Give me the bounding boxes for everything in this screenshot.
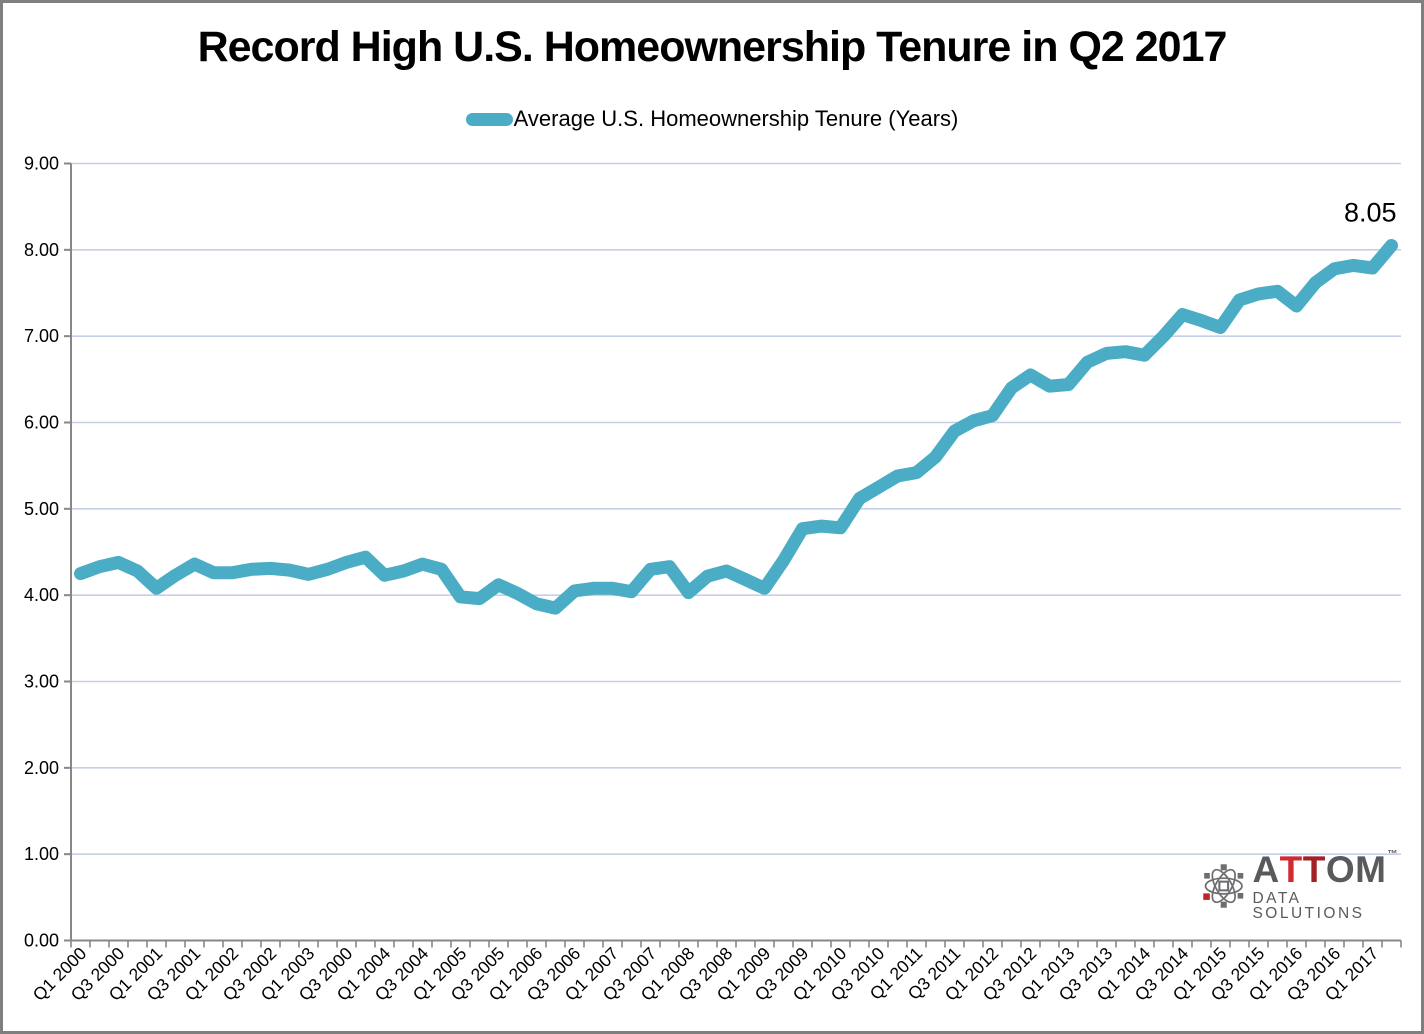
- y-axis-tick-label: 7.00: [24, 326, 59, 346]
- logo-trademark: ™: [1387, 848, 1398, 860]
- plot-area: 0.00 1.00 2.00 3.00 4.00 5.00 6.00 7.00 8.00 9.00…: [24, 154, 1402, 1005]
- attom-atom-icon: [1203, 864, 1244, 908]
- logo-letters-om: OM: [1325, 848, 1387, 890]
- legend-line-swatch: [465, 112, 513, 126]
- attom-logo: A T T OM ™ DATA SOLUTIONS: [1202, 849, 1398, 921]
- y-axis-tick-label: 6.00: [24, 413, 59, 433]
- chart-title: Record High U.S. Homeownership Tenure in…: [197, 23, 1228, 71]
- tenure-line: [74, 239, 1398, 615]
- logo-letter-t1: T: [1279, 848, 1303, 890]
- y-axis-tick-label: 3.00: [24, 672, 59, 692]
- y-axis-tick-label: 0.00: [24, 931, 59, 951]
- y-axis-tick-label: 2.00: [24, 758, 59, 778]
- legend-label: Average U.S. Homeownership Tenure (Years…: [513, 106, 959, 131]
- y-axis-tick-label: 8.00: [24, 240, 59, 260]
- y-axis-tick-label: 4.00: [24, 585, 59, 605]
- attom-red-node: [1203, 893, 1210, 900]
- y-axis-tick-label: 1.00: [24, 844, 59, 864]
- end-point-value-label: 8.05: [1344, 198, 1397, 228]
- attom-wordmark: A T T OM ™: [1252, 848, 1398, 890]
- legend: Average U.S. Homeownership Tenure (Years…: [3, 106, 1421, 132]
- logo-letter-t2: T: [1302, 848, 1326, 890]
- y-axis-tick-label: 9.00: [24, 154, 59, 174]
- logo-letter-a: A: [1252, 848, 1280, 890]
- y-axis-tick-label: 5.00: [24, 499, 59, 519]
- attom-subtitle: DATA SOLUTIONS: [1252, 889, 1365, 922]
